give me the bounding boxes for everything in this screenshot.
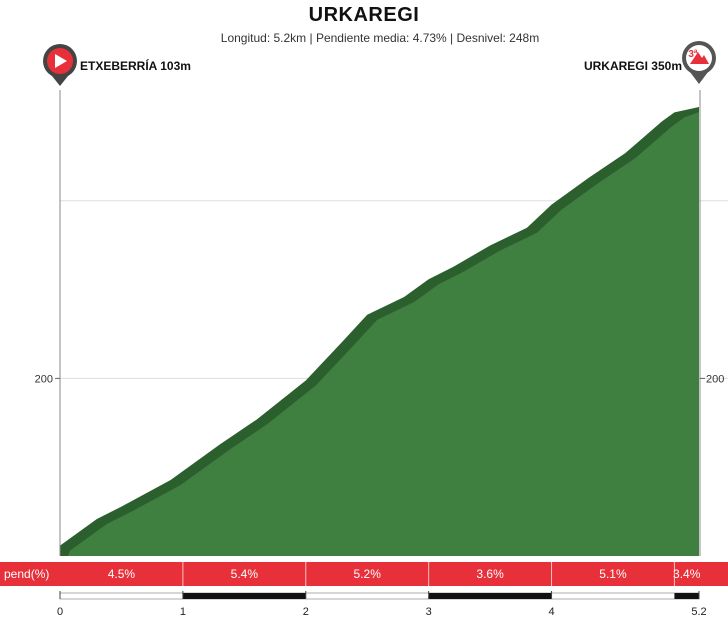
distance-scale-segment — [428, 593, 552, 599]
x-tick-label: 4 — [548, 606, 554, 618]
distance-scale-track — [59, 592, 700, 600]
start-point-label: ETXEBERRÍA 103m — [80, 59, 191, 73]
gradient-bar-layer: pend(%) 4.5% 5.4% 5.2% 3.6% 5.1% 3.4% — [0, 562, 728, 586]
gradient-segment-label: 5.2% — [354, 567, 382, 581]
y-tick-label-left: 200 — [35, 373, 53, 385]
gradient-bar-background — [0, 562, 728, 586]
gradient-segment-label: 5.1% — [599, 567, 627, 581]
end-point-label: URKAREGI 350m — [583, 59, 682, 73]
climb-category-label: 3ª — [688, 49, 698, 60]
x-tick-label: 0 — [57, 606, 63, 618]
gradient-row-label: pend(%) — [4, 567, 49, 581]
distance-scale-segment — [674, 593, 699, 599]
x-tick-label: 1 — [180, 606, 186, 618]
gradient-segment-label: 3.6% — [476, 567, 504, 581]
play-icon — [55, 54, 67, 68]
x-tick-label: 3 — [426, 606, 432, 618]
profile-area-layer — [60, 107, 699, 556]
chart-title: URKAREGI — [308, 4, 420, 26]
x-axis-layer: 0 1 2 3 4 5.2 — [57, 591, 707, 618]
distance-scale-segment — [182, 593, 306, 599]
marker-layer: 3ª — [43, 41, 716, 86]
x-tick-label: 2 — [303, 606, 309, 618]
axis-layer: 200 200 — [35, 90, 724, 556]
y-tick-label-right: 200 — [706, 373, 724, 385]
x-tick-label: 5.2 — [691, 606, 706, 618]
start-marker-pin — [48, 71, 72, 86]
gradient-segment-label: 4.5% — [108, 567, 136, 581]
chart-subtitle: Longitud: 5.2km | Pendiente media: 4.73%… — [220, 31, 540, 45]
profile-area — [68, 112, 699, 556]
end-marker-pin — [687, 68, 711, 84]
gradient-segment-label: 5.4% — [231, 567, 259, 581]
gradient-segment-label: 3.4% — [673, 567, 701, 581]
mountain-icon — [690, 52, 709, 64]
